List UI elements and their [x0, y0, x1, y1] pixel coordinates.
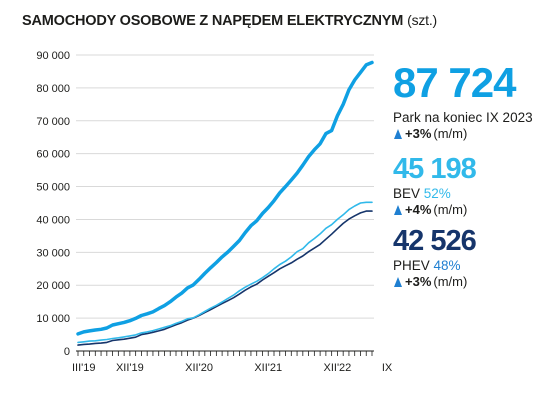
total-series-line — [76, 60, 374, 336]
bev-change-period: (m/m) — [433, 202, 468, 218]
grid-lines — [76, 54, 374, 319]
x-axis: III'19 XII'19 XII'20 XII'21 XII'22 IX — [72, 350, 393, 374]
total-change-period: (m/m) — [433, 126, 468, 142]
total-value: 87 724 — [393, 59, 516, 106]
chart-title: SAMOCHODY OSOBOWE Z NAPĘDEM ELEKTRYCZNYM… — [22, 12, 437, 29]
bev-value: 45 198 — [393, 153, 477, 185]
phev-change: +3% (m/m) — [393, 274, 476, 290]
total-stat: 87 724 Park na koniec IX 2023 +3% (m/m) — [393, 62, 533, 142]
y-axis-tick-labels: 0 10 000 20 000 30 000 40 000 50 000 60 000 70 … — [36, 50, 70, 358]
total-change-value: +3% — [405, 126, 432, 142]
bev-series-line — [77, 201, 373, 344]
up-arrow-icon — [394, 276, 402, 287]
y-tick-label: 60 000 — [36, 149, 70, 161]
up-arrow-icon — [394, 128, 402, 139]
y-tick-label: 30 000 — [36, 247, 70, 259]
y-tick-label: 70 000 — [36, 116, 70, 128]
bev-label: BEV — [393, 186, 421, 201]
y-tick-label: 80 000 — [36, 83, 70, 95]
x-tick-label: XII'21 — [254, 362, 282, 374]
phev-stat: 42 526 PHEV 48% +3% (m/m) — [393, 225, 477, 290]
x-tick-label: XII'20 — [185, 362, 213, 374]
y-tick-label: 40 000 — [36, 214, 70, 226]
x-tick-label: III'19 — [72, 362, 96, 374]
phev-label: PHEV — [393, 258, 430, 273]
y-tick-label: 0 — [64, 346, 70, 358]
phev-value: 42 526 — [393, 225, 477, 257]
y-tick-label: 90 000 — [36, 50, 70, 62]
bev-change-value: +4% — [405, 202, 432, 218]
chart-title-text: SAMOCHODY OSOBOWE Z NAPĘDEM ELEKTRYCZNYM — [22, 13, 404, 29]
y-tick-label: 10 000 — [36, 313, 70, 325]
total-label: Park na koniec IX 2023 — [393, 110, 533, 125]
bev-stat: 45 198 BEV 52% +4% (m/m) — [393, 153, 477, 218]
x-tick-label: XII'19 — [116, 362, 144, 374]
phev-change-period: (m/m) — [433, 274, 468, 290]
chart-title-unit: (szt.) — [407, 12, 438, 28]
total-change: +3% (m/m) — [393, 126, 533, 142]
bev-share: 52% — [423, 186, 451, 201]
y-tick-label: 20 000 — [36, 280, 70, 292]
bev-label-row: BEV 52% — [393, 186, 476, 202]
up-arrow-icon — [394, 204, 402, 215]
phev-series-line — [77, 210, 373, 346]
x-tick-label: IX — [382, 362, 393, 374]
phev-share: 48% — [433, 258, 461, 273]
bev-change: +4% (m/m) — [393, 202, 476, 218]
x-tick-label: XII'22 — [324, 362, 352, 374]
phev-change-value: +3% — [405, 274, 432, 290]
series-lines — [76, 60, 374, 346]
y-tick-label: 50 000 — [36, 182, 70, 194]
phev-label-row: PHEV 48% — [393, 258, 476, 274]
